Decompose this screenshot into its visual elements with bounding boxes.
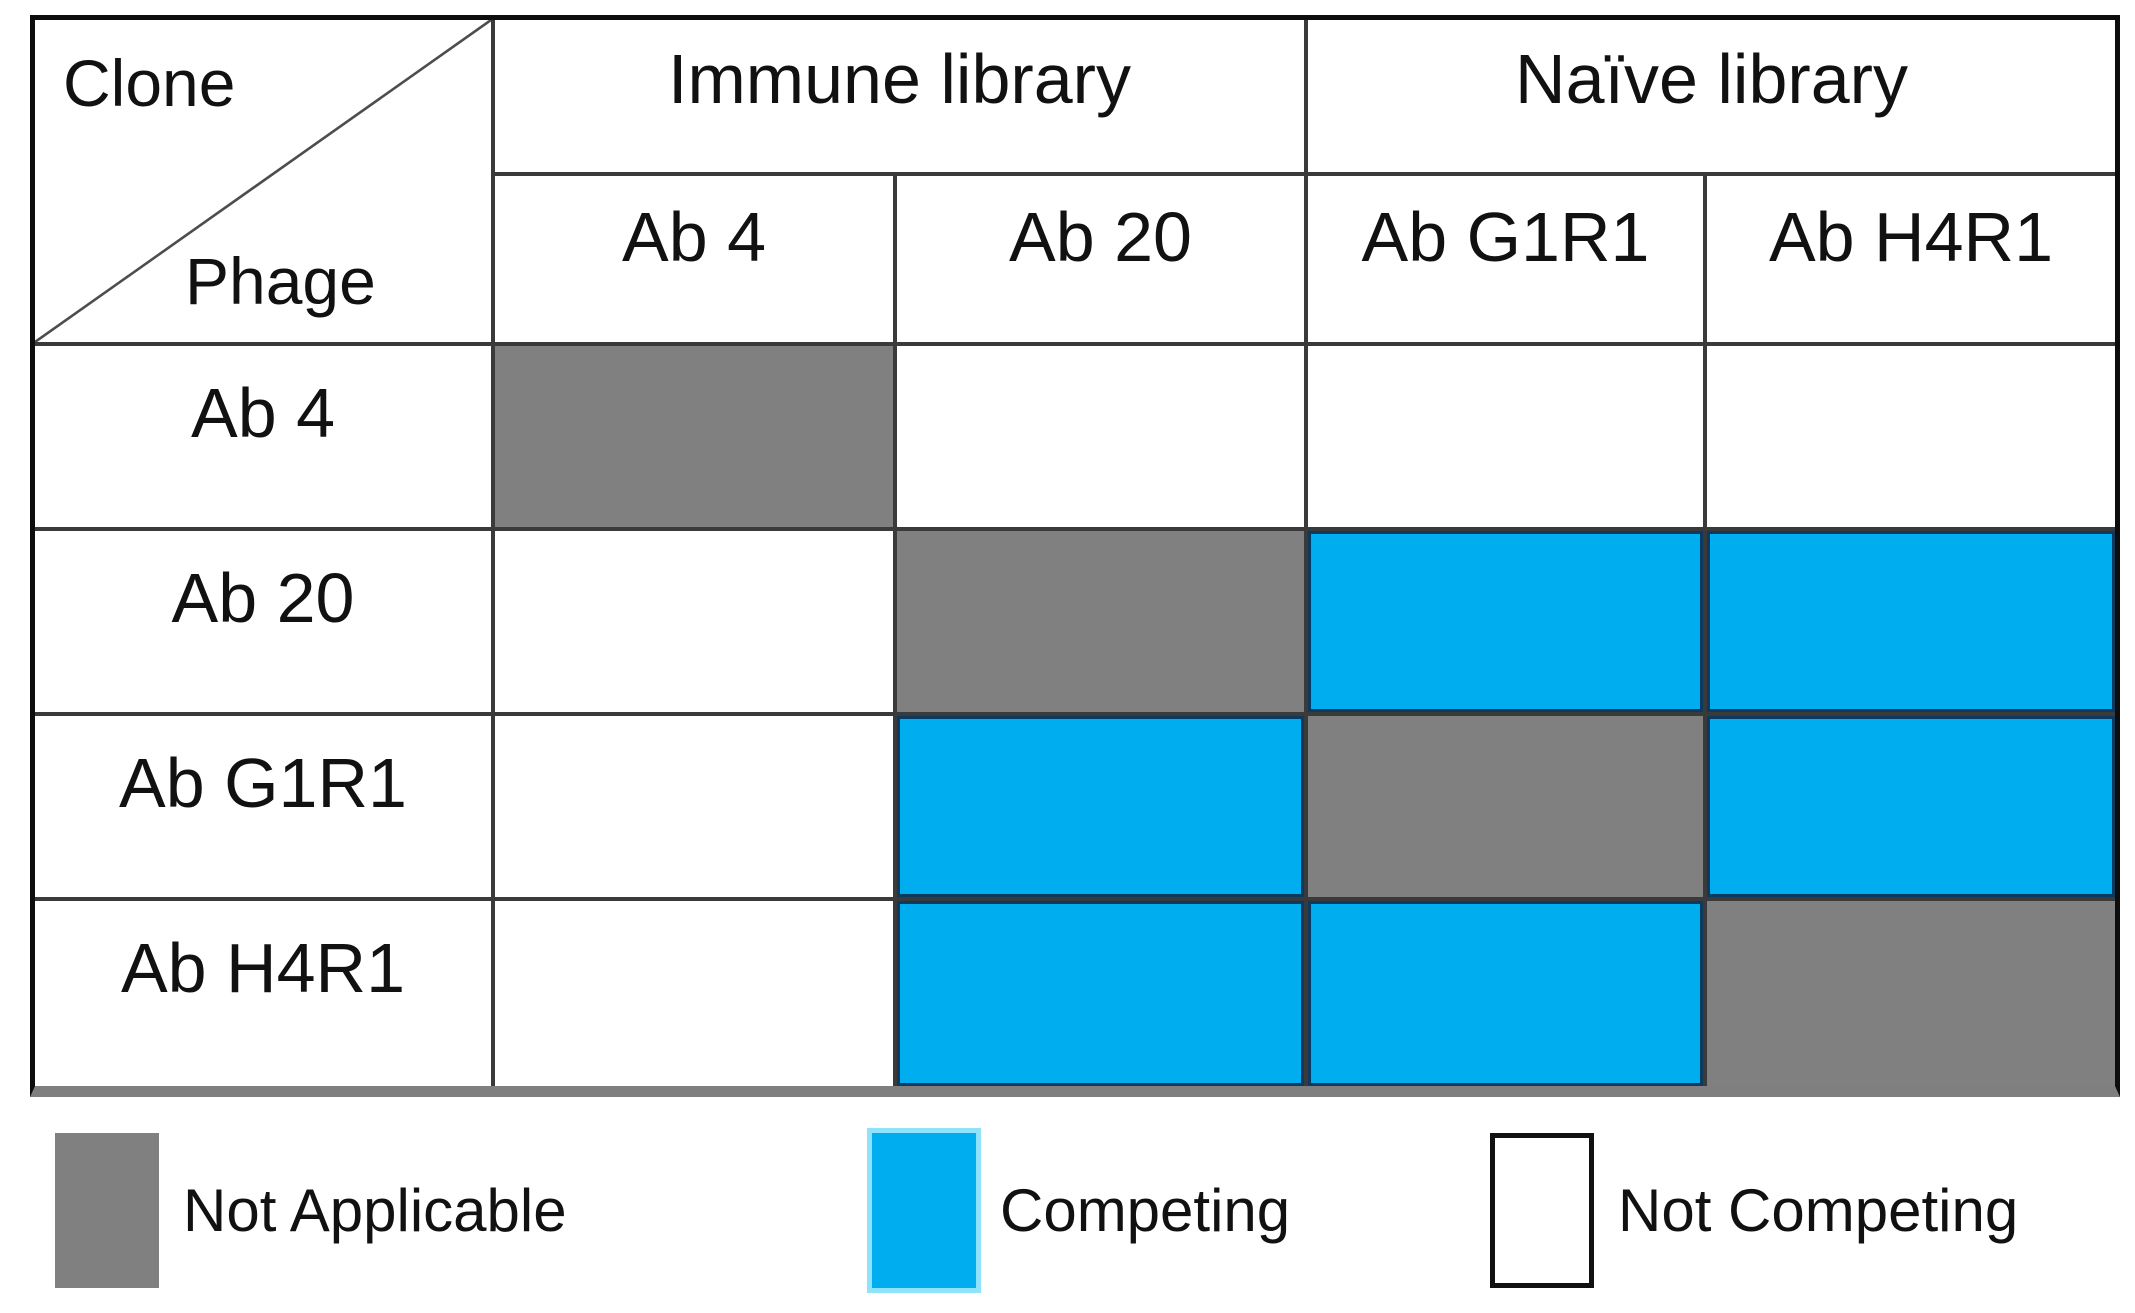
corner-label-clone: Clone <box>63 46 236 120</box>
matrix-cell-ab4-abg1r1 <box>1308 346 1703 527</box>
diagonal-divider-line <box>35 20 491 342</box>
matrix-cell-ab4-abh4r1 <box>1707 346 2115 527</box>
matrix-cell-abg1r1-abh4r1 <box>1707 716 2115 897</box>
matrix-cell-abh4r1-ab4 <box>495 901 893 1086</box>
legend-label-not-competing: Not Competing <box>1618 1176 2019 1244</box>
column-header-ab4: Ab 4 <box>495 176 893 342</box>
matrix-cell-ab20-abh4r1 <box>1707 531 2115 712</box>
row-header-abg1r1: Ab G1R1 <box>35 716 491 897</box>
competition-matrix-table: Clone Phage Immune library Naïve library… <box>30 15 2120 1097</box>
corner-label-phage: Phage <box>185 244 376 318</box>
column-group-immune-library: Immune library <box>495 20 1304 172</box>
matrix-cell-abh4r1-abh4r1 <box>1707 901 2115 1086</box>
row-header-abh4r1: Ab H4R1 <box>35 901 491 1086</box>
legend-item-not-competing: Not Competing <box>1490 1133 2018 1288</box>
legend-label-not-applicable: Not Applicable <box>183 1176 567 1244</box>
matrix-cell-ab4-ab20 <box>897 346 1304 527</box>
matrix-cell-abg1r1-abg1r1 <box>1308 716 1703 897</box>
not-competing-swatch <box>1490 1133 1594 1288</box>
row-header-ab20: Ab 20 <box>35 531 491 712</box>
matrix-cell-ab20-ab4 <box>495 531 893 712</box>
matrix-cell-abg1r1-ab20 <box>897 716 1304 897</box>
column-header-abh4r1: Ab H4R1 <box>1707 176 2115 342</box>
legend-label-competing: Competing <box>1000 1176 1291 1244</box>
legend-item-not-applicable: Not Applicable <box>55 1133 567 1288</box>
column-header-abg1r1: Ab G1R1 <box>1308 176 1703 342</box>
legend-item-competing: Competing <box>872 1133 1290 1288</box>
column-header-ab20: Ab 20 <box>897 176 1304 342</box>
matrix-cell-ab20-ab20 <box>897 531 1304 712</box>
matrix-cell-abg1r1-ab4 <box>495 716 893 897</box>
matrix-cell-abh4r1-ab20 <box>897 901 1304 1086</box>
column-group-naive-library: Naïve library <box>1308 20 2115 172</box>
matrix-cell-ab20-abg1r1 <box>1308 531 1703 712</box>
row-header-ab4: Ab 4 <box>35 346 491 527</box>
corner-header-cell: Clone Phage <box>35 20 491 342</box>
competing-swatch <box>872 1133 976 1288</box>
matrix-cell-abh4r1-abg1r1 <box>1308 901 1703 1086</box>
matrix-cell-ab4-ab4 <box>495 346 893 527</box>
not-applicable-swatch <box>55 1133 159 1288</box>
